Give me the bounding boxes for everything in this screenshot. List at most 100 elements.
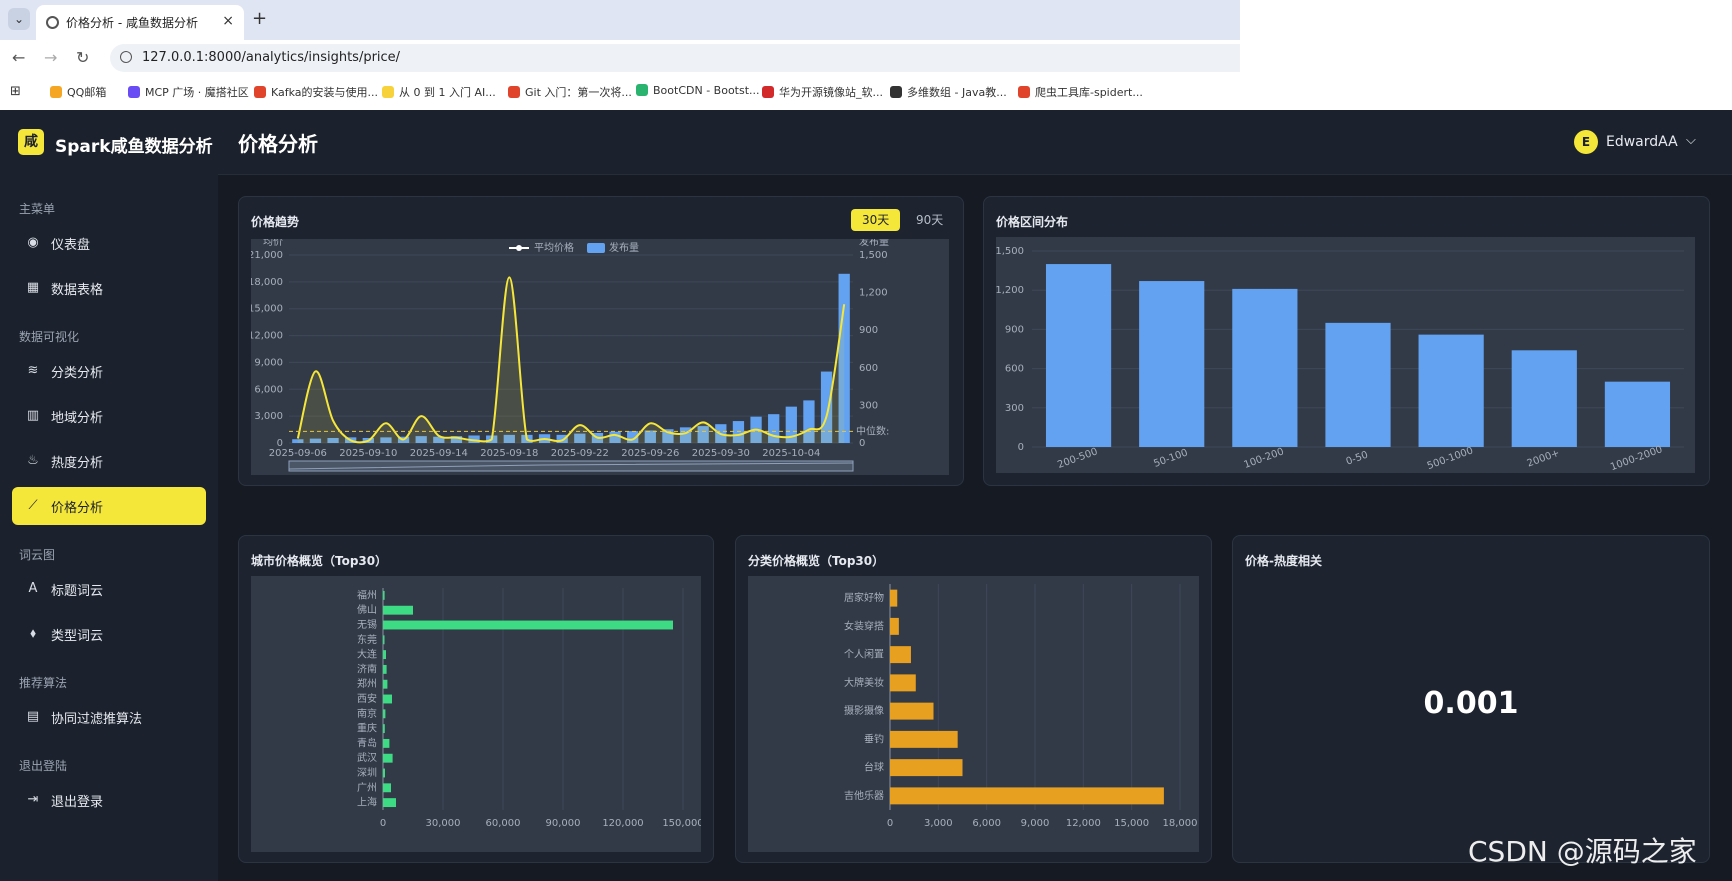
value-bar	[890, 702, 934, 720]
sidebar-item-line-chart[interactable]: ⟋ 价格分析	[12, 487, 206, 525]
y-tick-label: 大牌美妆	[844, 676, 884, 689]
site-info-icon[interactable]	[120, 51, 132, 63]
y2-tick-label: 0	[859, 438, 865, 449]
bookmark-item[interactable]: 从 0 到 1 入门 AI...	[382, 84, 496, 100]
x-tick-label: 3,000	[924, 818, 953, 829]
x-tick-label: 60,000	[486, 818, 521, 829]
count-bar	[627, 431, 639, 443]
x-tick-label: 30,000	[426, 818, 461, 829]
url-text[interactable]: 127.0.0.1:8000/analytics/insights/price/	[142, 50, 401, 65]
y-tick-label: 无锡	[357, 618, 377, 631]
sidebar-section-label: 推荐算法	[19, 676, 68, 690]
sidebar-item-label: 地域分析	[51, 411, 104, 426]
bookmark-item[interactable]: 爬虫工具库-spidert...	[1018, 84, 1143, 100]
bookmark-label: BootCDN - Bootst...	[653, 84, 760, 97]
y-tick-label: 郑州	[357, 677, 377, 690]
sidebar-section-label: 退出登陆	[19, 759, 68, 773]
bookmark-item[interactable]: BootCDN - Bootst...	[636, 84, 760, 97]
range-30-button[interactable]: 30天	[851, 209, 901, 231]
sidebar-item-label: 价格分析	[51, 501, 104, 516]
sidebar-item-font[interactable]: A 标题词云	[12, 570, 206, 608]
x-tick-label: 2025-09-06	[269, 448, 327, 459]
x-tick-label: 0	[887, 818, 893, 829]
user-menu[interactable]: E EdwardAA ⌵	[1574, 130, 1704, 156]
y2-axis-name: 发布量	[859, 239, 889, 248]
y-tick-label: 佛山	[357, 603, 377, 616]
value-bar	[383, 694, 392, 704]
value-bar	[383, 709, 386, 719]
x-tick-label: 2025-09-26	[621, 448, 679, 459]
sidebar-item-label: 协同过滤推算法	[51, 712, 143, 727]
bookmark-favicon-icon	[128, 86, 140, 98]
count-bar	[450, 436, 463, 443]
sidebar-item-building[interactable]: ▥ 地域分析	[12, 397, 206, 435]
tab-search-button[interactable]: ⌄	[8, 8, 30, 30]
forward-icon[interactable]: →	[44, 48, 58, 67]
value-bar	[383, 635, 385, 645]
y-tick-label: 青岛	[357, 736, 377, 749]
y-tick-label: 个人闲置	[844, 648, 884, 661]
sidebar: 咸 Spark咸鱼数据分析 主菜单 ◉ 仪表盘 ▦ 数据表格 数据可视化 ≋ 分类分析 ▥ 地域分…	[0, 110, 218, 881]
bookmark-favicon-icon	[382, 86, 394, 98]
bookmark-item[interactable]: Git 入门：第一次将...	[508, 84, 632, 100]
range-bar	[1232, 288, 1298, 447]
tab-close-button[interactable]: ×	[222, 13, 234, 29]
x-tick-label: 1000-2000	[1609, 444, 1664, 473]
legend-label: 发布量	[609, 241, 639, 254]
x-tick-label: 2025-09-14	[410, 448, 468, 459]
bookmark-favicon-icon	[254, 86, 266, 98]
x-tick-label: 18,000	[1163, 818, 1198, 829]
y-tick-label: 摄影摄像	[844, 704, 884, 717]
new-tab-button[interactable]: +	[252, 8, 268, 29]
sidebar-item-gauge[interactable]: ◉ 仪表盘	[12, 224, 206, 262]
sidebar-item-logout[interactable]: ⇥ 退出登录	[12, 781, 206, 819]
bookmark-item[interactable]: 华为开源镜像站_软...	[762, 84, 883, 100]
bookmark-label: Kafka的安装与使用...	[271, 86, 379, 99]
x-tick-label: 0	[380, 818, 386, 829]
sidebar-item-layers[interactable]: ≋ 分类分析	[12, 352, 206, 390]
count-bar	[609, 431, 621, 443]
range-90-button[interactable]: 90天	[916, 213, 944, 227]
apps-icon[interactable]: ⊞	[10, 84, 21, 99]
y-axis-name: 均价	[263, 239, 283, 248]
sidebar-item-table[interactable]: ▦ 数据表格	[12, 269, 206, 307]
correlation-panel: 价格-热度相关 0.001	[1232, 535, 1710, 863]
bookmark-item[interactable]: 多维数组 - Java教...	[890, 84, 1007, 100]
back-icon[interactable]: ←	[12, 48, 26, 67]
address-bar[interactable]: 127.0.0.1:8000/analytics/insights/price/	[110, 44, 1240, 72]
fire-icon: ♨	[27, 453, 39, 468]
value-bar	[890, 759, 963, 777]
bookmark-favicon-icon	[1018, 86, 1030, 98]
bookmark-item[interactable]: Kafka的安装与使用...	[254, 84, 378, 100]
logout-icon: ⇥	[27, 792, 39, 807]
y2-tick-label: 600	[859, 363, 878, 374]
range-bar	[1418, 334, 1484, 447]
reload-icon[interactable]: ↻	[76, 48, 90, 67]
bookmark-item[interactable]: QQ邮箱	[50, 84, 106, 100]
y-tick-label: 15,000	[251, 304, 283, 315]
y2-tick-label: 1,500	[859, 250, 888, 261]
top-bar: 价格分析 E EdwardAA ⌵	[218, 110, 1732, 175]
range-bar	[1604, 381, 1671, 447]
sidebar-item-tags[interactable]: ⬧ 类型词云	[12, 615, 206, 653]
bookmark-label: Git 入门：第一次将...	[525, 86, 632, 99]
range-bar	[1139, 281, 1205, 447]
correlation-value: 0.001	[1423, 686, 1519, 721]
sidebar-item-fire[interactable]: ♨ 热度分析	[12, 442, 206, 480]
brand-name: Spark咸鱼数据分析	[55, 137, 213, 157]
bookmark-label: 爬虫工具库-spidert...	[1035, 86, 1143, 99]
legend-label: 平均价格	[534, 241, 574, 254]
bookmark-item[interactable]: MCP 广场 · 魔搭社区	[128, 84, 249, 100]
bookmark-label: 多维数组 - Java教...	[907, 86, 1007, 99]
browser-tab[interactable]: 价格分析 - 咸鱼数据分析 ×	[36, 5, 244, 40]
y-tick-label: 1,200	[996, 285, 1024, 296]
city-price-panel: 城市价格概览（Top30） 0 30,000 60,000 90,000 120,000…	[238, 535, 714, 863]
value-bar	[383, 664, 387, 674]
building-icon: ▥	[26, 408, 40, 423]
value-bar	[383, 783, 391, 793]
y-tick-label: 垂钓	[864, 732, 884, 745]
bookmark-label: QQ邮箱	[67, 86, 107, 99]
nav-bar: ← → ↻ 127.0.0.1:8000/analytics/insights/…	[0, 40, 1240, 76]
sidebar-item-file[interactable]: ▤ 协同过滤推算法	[12, 698, 206, 736]
bookmark-favicon-icon	[890, 86, 902, 98]
